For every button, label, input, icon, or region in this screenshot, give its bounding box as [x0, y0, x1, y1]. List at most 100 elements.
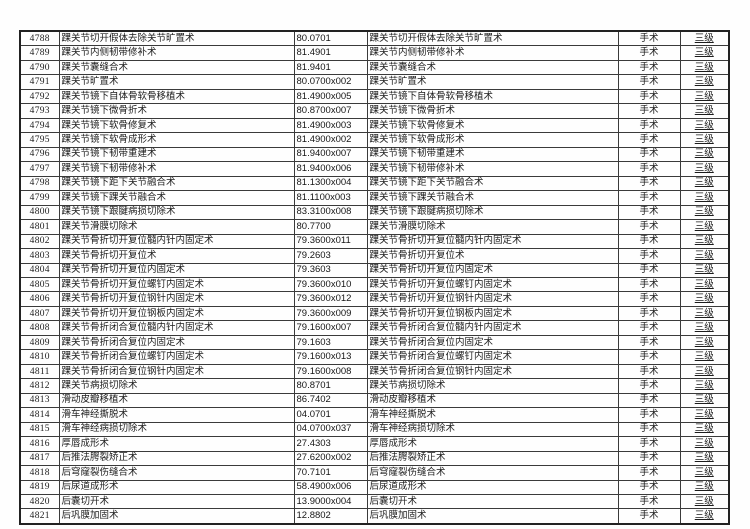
level-cell: 三级 [679, 508, 730, 525]
level-text: 三级 [694, 438, 714, 449]
table-row: 4788 踝关节切开假体去除关节旷置术 80.0701 踝关节切开假体去除关节旷置术手… [19, 30, 730, 47]
level-cell: 三级 [679, 45, 730, 61]
procedure-code-cell: 81.9400x006 [293, 161, 368, 177]
procedure-name-secondary-cell: 踝关节镜下踝关节融合术 [366, 190, 619, 206]
procedure-code-cell: 81.9400x007 [293, 146, 368, 163]
level-text: 三级 [694, 178, 714, 189]
procedure-name-cell: 踝关节骨折切开复位内固定术 [58, 262, 295, 278]
category-cell: 手术 [617, 465, 681, 481]
table-row: 4795 踝关节镜下软骨成形术 81.4900x002 踝关节镜下软骨成形术 手术 三级 [19, 132, 730, 148]
category-cell: 手术 [617, 392, 681, 409]
procedure-name-secondary-cell: 踝关节镜下软骨修复术 [366, 117, 619, 134]
category-cell: 手术 [617, 248, 681, 264]
category-cell: 手术 [617, 421, 681, 438]
level-cell: 三级 [679, 392, 730, 409]
category-cell: 手术 [617, 30, 681, 47]
row-id-cell: 4818 [19, 465, 60, 481]
category-cell: 手术 [617, 378, 681, 394]
table-row: 4793 踝关节镜下微骨折术 80.8700x007 踝关节镜下微骨折术 手术 三级 [19, 103, 730, 119]
level-text: 三级 [694, 265, 714, 276]
level-text: 三级 [694, 453, 714, 464]
procedure-code-cell: 80.7700 [293, 219, 368, 235]
level-cell: 三级 [679, 59, 730, 76]
category-cell: 手术 [617, 132, 681, 148]
row-id-cell: 4812 [19, 378, 60, 394]
level-cell: 三级 [679, 262, 730, 278]
row-id-cell: 4800 [19, 204, 60, 221]
table-row: 4816 厚唇成形术 27.4303 厚唇成形术 手术 三级 [19, 436, 730, 452]
category-cell: 手术 [617, 349, 681, 365]
procedure-code-cell: 81.4900x005 [293, 88, 368, 105]
procedure-code-cell: 86.7402 [293, 392, 368, 409]
table-row: 4817 后推法腭裂矫正术 27.6200x002 后推法腭裂矫正术 手术 三级 [19, 450, 730, 467]
table-row: 4811 踝关节骨折闭合复位钢针内固定术 79.1600x008 踝关节骨折闭合复位钢… [19, 363, 730, 380]
level-text: 三级 [694, 467, 714, 478]
procedure-code-cell: 27.6200x002 [293, 450, 368, 467]
level-text: 三级 [694, 221, 714, 232]
level-text: 三级 [694, 395, 714, 406]
row-id-cell: 4791 [19, 74, 60, 90]
category-cell: 手术 [617, 450, 681, 467]
level-cell: 三级 [679, 363, 730, 380]
procedure-code-cell: 13.9000x004 [293, 493, 368, 510]
procedure-name-cell: 滑车神经撕脱术 [58, 407, 295, 423]
procedure-name-cell: 踝关节内侧韧带修补术 [58, 45, 295, 61]
level-text: 三级 [694, 163, 714, 174]
procedure-name-secondary-cell: 踝关节镜下自体骨软骨移植术 [366, 88, 619, 105]
procedure-name-cell: 踝关节骨折切开复位髓内针内固定术 [58, 233, 295, 250]
row-id-cell: 4810 [19, 349, 60, 365]
procedure-name-secondary-cell: 厚唇成形术 [366, 436, 619, 452]
level-cell: 三级 [679, 117, 730, 134]
procedure-code-cell: 83.3100x008 [293, 204, 368, 221]
procedure-code-cell: 80.0701 [293, 30, 368, 47]
category-cell: 手术 [617, 190, 681, 206]
table-row: 4818 后穹窿裂伤缝合术 70.7101 后穹窿裂伤缝合术 手术 三级 [19, 465, 730, 481]
level-cell: 三级 [679, 248, 730, 264]
procedure-name-cell: 踝关节病损切除术 [58, 378, 295, 394]
row-id-cell: 4820 [19, 493, 60, 510]
procedure-name-secondary-cell: 踝关节骨折切开复位术 [366, 248, 619, 264]
procedure-name-secondary-cell: 踝关节骨折闭合复位髓内针内固定术 [366, 320, 619, 336]
procedure-name-cell: 踝关节骨折切开复位钢针内固定术 [58, 291, 295, 307]
level-cell: 三级 [679, 175, 730, 192]
level-text: 三级 [694, 33, 714, 44]
category-cell: 手术 [617, 88, 681, 105]
level-cell: 三级 [679, 291, 730, 307]
level-cell: 三级 [679, 320, 730, 336]
table-row: 4801 踝关节滑膜切除术 80.7700 踝关节滑膜切除术 手术 三级 [19, 219, 730, 235]
procedure-code-cell: 79.2603 [293, 248, 368, 264]
procedure-name-cell: 踝关节镜下软骨成形术 [58, 132, 295, 148]
row-id-cell: 4790 [19, 59, 60, 76]
category-cell: 手术 [617, 508, 681, 525]
procedure-name-secondary-cell: 后推法腭裂矫正术 [366, 450, 619, 467]
table-row: 4798 踝关节镜下距下关节融合术 81.1300x004 踝关节镜下距下关节融合术手… [19, 175, 730, 192]
level-text: 三级 [694, 192, 714, 203]
level-cell: 三级 [679, 407, 730, 423]
procedure-name-cell: 踝关节镜下微骨折术 [58, 103, 295, 119]
procedure-name-secondary-cell: 踝关节骨折闭合复位螺钉内固定术 [366, 349, 619, 365]
table-row: 4809 踝关节骨折闭合复位内固定术 79.1603 踝关节骨折闭合复位内固定术 手术三… [19, 334, 730, 351]
procedure-name-cell: 踝关节骨折闭合复位内固定术 [58, 334, 295, 351]
level-cell: 三级 [679, 88, 730, 105]
procedure-code-cell: 79.3600x010 [293, 276, 368, 293]
level-text: 三级 [694, 409, 714, 420]
procedure-name-cell: 踝关节骨折切开复位钢板内固定术 [58, 305, 295, 322]
table-row: 4800 踝关节镜下跟腱病损切除术 83.3100x008 踝关节镜下跟腱病损切除术手… [19, 204, 730, 221]
procedure-name-cell: 踝关节囊缝合术 [58, 59, 295, 76]
table-row: 4808 踝关节骨折闭合复位髓内针内固定术 79.1600x007 踝关节骨折闭合复位… [19, 320, 730, 336]
procedure-name-cell: 踝关节镜下韧带重建术 [58, 146, 295, 163]
row-id-cell: 4807 [19, 305, 60, 322]
level-text: 三级 [694, 308, 714, 319]
row-id-cell: 4816 [19, 436, 60, 452]
procedure-name-secondary-cell: 踝关节骨折切开复位内固定术 [366, 262, 619, 278]
row-id-cell: 4793 [19, 103, 60, 119]
procedure-name-cell: 滑车神经病损切除术 [58, 421, 295, 438]
level-text: 三级 [694, 294, 714, 305]
level-cell: 三级 [679, 219, 730, 235]
level-text: 三级 [694, 77, 714, 88]
table-row: 4789 踝关节内侧韧带修补术 81.4901 踝关节内侧韧带修补术 手术 三级 [19, 45, 730, 61]
procedure-code-cell: 58.4900x006 [293, 479, 368, 496]
table-row: 4796 踝关节镜下韧带重建术 81.9400x007 踝关节镜下韧带重建术 手术 三级 [19, 146, 730, 163]
table-row: 4799 踝关节镜下踝关节融合术 81.1100x003 踝关节镜下踝关节融合术 手术三… [19, 190, 730, 206]
